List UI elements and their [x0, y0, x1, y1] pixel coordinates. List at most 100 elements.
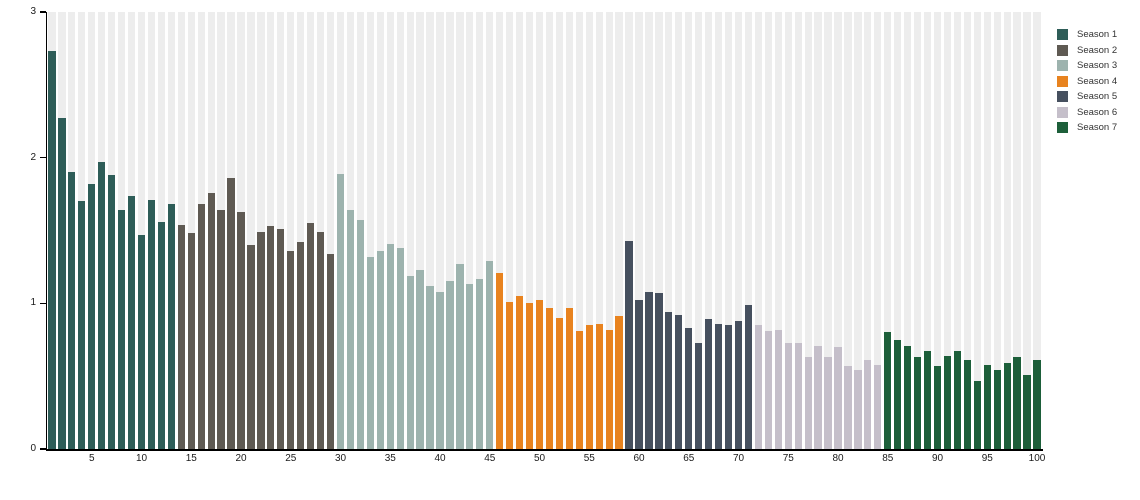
x-tick-label-80: 80	[832, 453, 844, 464]
background-stripe	[605, 12, 613, 449]
x-tick-label-95: 95	[981, 453, 993, 464]
background-stripe	[705, 12, 713, 449]
bar-episode-61	[645, 291, 653, 449]
bar-episode-37	[406, 275, 414, 449]
bar-episode-3	[68, 172, 76, 449]
bar-episode-48	[515, 296, 524, 449]
background-stripe	[386, 12, 394, 449]
bar-episode-83	[864, 360, 872, 449]
y-axis-line	[45, 12, 47, 451]
background-stripe	[764, 12, 772, 449]
bar-episode-55	[585, 325, 593, 449]
background-stripe	[585, 12, 593, 449]
x-tick-label-5: 5	[88, 453, 95, 464]
legend-swatch-season-7	[1057, 122, 1068, 134]
background-stripe	[595, 12, 603, 449]
x-tick-label-75: 75	[782, 453, 794, 464]
bar-episode-34	[376, 250, 384, 449]
bar-episode-53	[565, 307, 573, 449]
x-tick-label-85: 85	[882, 453, 894, 464]
legend-swatch-season-4	[1057, 75, 1068, 87]
background-stripe	[665, 12, 673, 449]
legend-swatch-season-6	[1057, 106, 1068, 118]
bar-episode-69	[724, 325, 733, 449]
legend-label-season-3: Season 3	[1077, 60, 1118, 72]
background-stripe	[894, 12, 902, 449]
bar-episode-84	[874, 364, 882, 449]
legend-item-season-5: Season 5	[1057, 89, 1117, 105]
background-stripe	[814, 12, 822, 449]
background-stripe	[645, 12, 653, 449]
bar-episode-79	[824, 357, 832, 449]
background-stripe	[535, 12, 544, 449]
legend-item-season-2: Season 2	[1057, 43, 1117, 59]
bar-episode-91	[943, 355, 952, 449]
bar-episode-68	[714, 323, 723, 449]
bar-episode-7	[108, 175, 116, 449]
background-stripe	[913, 12, 922, 449]
bar-episode-31	[346, 210, 355, 449]
bar-episode-38	[416, 269, 424, 449]
background-stripe	[316, 12, 325, 449]
background-stripe	[476, 12, 484, 449]
y-tick-2	[40, 156, 46, 159]
background-stripe	[486, 12, 494, 449]
bar-episode-15	[187, 233, 195, 449]
legend-swatch-season-2	[1057, 44, 1068, 56]
bar-episode-49	[525, 303, 534, 449]
background-stripe	[326, 12, 335, 449]
x-tick-label-45: 45	[484, 453, 496, 464]
plot-area: 0 1 2 3 5 10 15 20 25 30 35 40 45 50 55 60 65 70 75 80 85 90…	[30, 6, 1045, 464]
bar-episode-58	[615, 316, 623, 449]
bar-episode-87	[904, 345, 912, 449]
bar-episode-39	[426, 285, 434, 449]
background-stripe	[555, 12, 564, 449]
bar-episode-27	[307, 223, 315, 449]
background-stripe	[466, 12, 474, 449]
bar-episode-21	[247, 245, 255, 449]
bar-episode-89	[923, 351, 932, 449]
bar-episode-18	[217, 210, 225, 449]
bar-episode-66	[695, 342, 703, 449]
y-tick-label-3: 3	[30, 6, 36, 17]
bar-episode-82	[854, 370, 862, 449]
bar-episode-74	[774, 329, 782, 449]
background-stripe	[973, 12, 981, 449]
bar-episode-50	[535, 300, 544, 449]
bar-episode-60	[635, 300, 643, 449]
bar-episode-5	[88, 183, 96, 449]
bar-episode-11	[147, 199, 156, 449]
bar-episode-92	[953, 351, 962, 449]
bar-episode-42	[456, 264, 464, 449]
bar-episode-81	[844, 365, 852, 449]
background-stripe	[923, 12, 932, 449]
bar-episode-94	[973, 380, 981, 449]
bar-episode-17	[207, 192, 215, 449]
background-stripe	[436, 12, 444, 449]
x-tick-label-25: 25	[285, 453, 297, 464]
bar-episode-86	[894, 339, 902, 449]
bar-episode-19	[227, 178, 235, 449]
x-tick-label-60: 60	[633, 453, 645, 464]
bar-episode-97	[1003, 363, 1011, 449]
bar-episode-80	[834, 347, 842, 449]
bar-episode-45	[486, 261, 494, 449]
background-stripe	[904, 12, 912, 449]
background-stripe	[496, 12, 504, 449]
background-stripe	[874, 12, 882, 449]
background-stripe	[695, 12, 703, 449]
background-stripe	[1013, 12, 1021, 449]
background-stripe	[187, 12, 195, 449]
background-stripe	[376, 12, 384, 449]
bar-episode-57	[605, 329, 613, 449]
bar-episode-9	[127, 195, 136, 449]
background-stripe	[297, 12, 305, 449]
bar-episode-28	[316, 231, 325, 449]
background-stripe	[804, 12, 812, 449]
background-stripe	[1033, 12, 1041, 449]
bar-episode-75	[784, 342, 792, 449]
bar-episode-90	[933, 365, 942, 449]
background-stripe	[426, 12, 434, 449]
x-tick-label-15: 15	[185, 453, 197, 464]
